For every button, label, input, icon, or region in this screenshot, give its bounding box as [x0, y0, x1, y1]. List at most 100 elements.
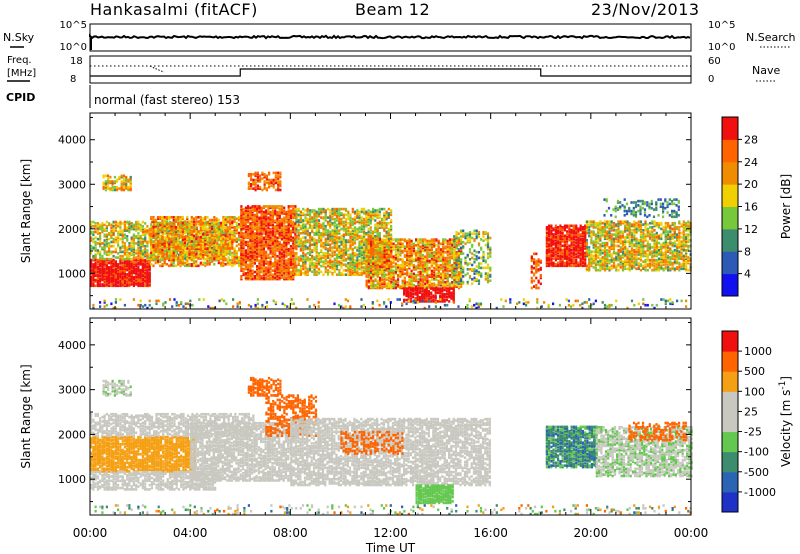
heatmap-cell	[123, 271, 126, 275]
heatmap-cell	[224, 216, 227, 219]
heatmap-cell	[117, 225, 120, 228]
heatmap-cell	[267, 263, 270, 267]
heatmap-cell	[183, 227, 187, 230]
heatmap-cell	[283, 222, 286, 225]
heatmap-cell	[271, 215, 274, 218]
heatmap-cell	[308, 236, 312, 239]
heatmap-cell	[271, 247, 274, 251]
heatmap-cell	[193, 244, 196, 248]
heatmap-cell	[338, 207, 341, 211]
heatmap-cell	[123, 223, 126, 227]
heatmap-cell	[110, 277, 113, 280]
heatmap-cell	[333, 250, 336, 254]
heatmap-cell	[313, 222, 316, 225]
heatmap-cell	[137, 270, 140, 273]
heatmap-cell	[114, 260, 117, 263]
heatmap-cell	[121, 284, 124, 288]
heatmap-cell	[381, 217, 384, 221]
heatmap-cell	[105, 267, 108, 270]
heatmap-cell	[170, 261, 173, 265]
heatmap-cell	[268, 171, 271, 175]
heatmap-cell	[107, 177, 110, 180]
heatmap-cell	[249, 212, 252, 215]
heatmap-cell	[271, 249, 274, 252]
heatmap-cell	[311, 239, 314, 242]
heatmap-cell	[271, 233, 274, 237]
heatmap-cell	[181, 235, 184, 239]
heatmap-cell	[251, 277, 254, 281]
heatmap-cell	[267, 210, 270, 214]
heatmap-cell	[258, 239, 261, 242]
heatmap-cell	[356, 246, 359, 249]
heatmap-cell	[159, 240, 162, 243]
heatmap-cell	[256, 249, 259, 252]
heatmap-cell	[274, 243, 277, 247]
heatmap-cell	[247, 229, 250, 232]
heatmap-cell	[265, 270, 268, 274]
heatmap-cell	[92, 233, 95, 237]
heatmap-cell	[157, 223, 160, 227]
heatmap-cell	[306, 252, 309, 255]
heatmap-cell	[90, 261, 93, 265]
heatmap-cell	[186, 244, 189, 248]
heatmap-cell	[260, 270, 263, 274]
heatmap-cell	[306, 267, 309, 271]
heatmap-cell	[170, 254, 173, 258]
heatmap-cell	[101, 227, 104, 231]
heatmap-cell	[183, 226, 187, 229]
heatmap-cell	[119, 237, 122, 241]
heatmap-cell	[132, 281, 135, 285]
heatmap-cell	[269, 219, 272, 222]
heatmap-cell	[265, 225, 268, 228]
heatmap-cell	[208, 245, 211, 249]
heatmap-cell	[126, 227, 129, 231]
heatmap-cell	[229, 243, 232, 246]
heatmap-cell	[168, 248, 171, 252]
heatmap-cell	[94, 278, 97, 282]
heatmap-cell	[123, 280, 126, 283]
heatmap-cell	[235, 261, 238, 265]
heatmap-cell	[99, 271, 102, 275]
heatmap-cell	[297, 259, 300, 262]
heatmap-cell	[287, 265, 290, 268]
heatmap-cell	[297, 232, 300, 235]
heatmap-cell	[379, 276, 382, 280]
heatmap-cell	[308, 232, 312, 235]
heatmap-cell	[313, 210, 316, 214]
heatmap-cell	[379, 262, 382, 266]
heatmap-cell	[139, 263, 142, 266]
heatmap-cell	[367, 227, 370, 231]
heatmap-cell	[101, 254, 104, 258]
heatmap-cell	[211, 221, 214, 225]
heatmap-cell	[238, 261, 241, 265]
heatmap-cell	[121, 250, 124, 254]
heatmap-cell	[163, 260, 166, 263]
heatmap-cell	[280, 255, 283, 258]
heatmap-cell	[333, 262, 336, 265]
heatmap-cell	[280, 252, 283, 255]
heatmap-cell	[123, 283, 126, 286]
heatmap-cell	[224, 253, 227, 256]
heatmap-cell	[190, 257, 193, 260]
heatmap-cell	[168, 217, 171, 220]
heatmap-cell	[376, 268, 379, 271]
heatmap-cell	[104, 185, 107, 189]
heatmap-cell	[141, 267, 144, 270]
heatmap-cell	[209, 256, 212, 259]
heatmap-cell	[110, 263, 113, 266]
heatmap-cell	[387, 222, 390, 225]
heatmap-cell	[127, 188, 130, 192]
heatmap-cell	[251, 236, 254, 240]
heatmap-cell	[190, 250, 193, 253]
heatmap-cell	[144, 271, 147, 275]
heatmap-cell	[206, 228, 209, 232]
heatmap-cell	[103, 284, 106, 288]
heatmap-cell	[383, 222, 386, 225]
heatmap-cell	[130, 267, 133, 270]
heatmap-cell	[383, 239, 386, 243]
heatmap-cell	[206, 216, 209, 219]
heatmap-cell	[126, 250, 129, 254]
heatmap-cell	[360, 250, 363, 254]
heatmap-cell	[195, 244, 198, 248]
heatmap-cell	[340, 264, 343, 268]
